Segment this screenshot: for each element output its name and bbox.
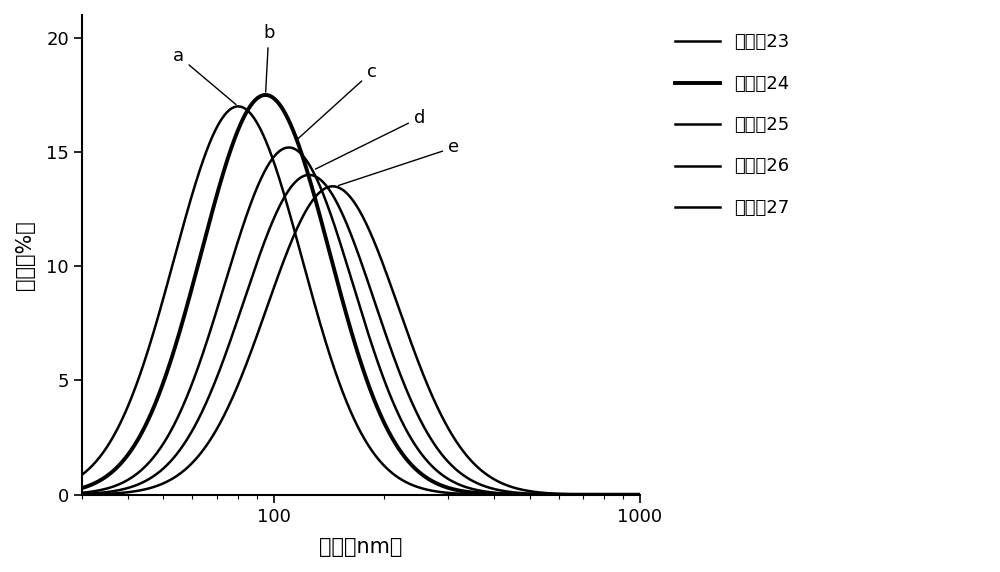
实施例23 [12, 490, 24, 497]
Text: c: c [298, 63, 376, 139]
Y-axis label: 强度（%）: 强度（%） [15, 220, 35, 290]
实施例23 [232, 103, 244, 110]
Line: 实施例24: 实施例24 [18, 95, 750, 495]
实施例23 [139, 358, 151, 364]
实施例24 [744, 491, 756, 498]
实施例24 [260, 92, 272, 98]
实施例27 [327, 183, 339, 190]
实施例23 [95, 452, 107, 459]
实施例26 [139, 478, 151, 485]
实施例27 [324, 183, 336, 190]
实施例26 [12, 491, 24, 498]
实施例24 [12, 491, 24, 498]
实施例27 [730, 491, 742, 498]
Text: e: e [339, 138, 459, 185]
实施例25 [744, 491, 756, 498]
实施例26 [325, 188, 337, 195]
实施例23 [293, 243, 305, 250]
实施例26 [651, 491, 663, 498]
实施例24 [325, 252, 337, 259]
实施例27 [12, 491, 24, 498]
实施例25 [95, 486, 107, 493]
实施例25 [651, 491, 663, 498]
实施例25 [12, 491, 24, 498]
实施例27 [139, 486, 151, 493]
Text: d: d [315, 109, 425, 169]
实施例24 [293, 142, 305, 149]
实施例25 [293, 148, 305, 155]
实施例23 [744, 491, 756, 498]
实施例24 [95, 476, 107, 483]
Line: 实施例27: 实施例27 [18, 186, 750, 495]
实施例27 [293, 222, 305, 229]
Text: b: b [263, 24, 275, 92]
实施例24 [139, 424, 151, 431]
实施例26 [95, 489, 107, 496]
Line: 实施例23: 实施例23 [18, 106, 750, 495]
X-axis label: 粒径（nm）: 粒径（nm） [319, 537, 403, 557]
实施例26 [744, 491, 756, 498]
实施例27 [651, 491, 663, 498]
实施例23 [325, 354, 337, 361]
Legend: 实施例23, 实施例24, 实施例25, 实施例26, 实施例27: 实施例23, 实施例24, 实施例25, 实施例26, 实施例27 [666, 24, 798, 226]
实施例25 [730, 491, 742, 498]
实施例26 [293, 176, 305, 182]
实施例25 [283, 144, 295, 151]
Line: 实施例25: 实施例25 [18, 148, 750, 495]
实施例23 [730, 491, 742, 498]
实施例25 [325, 210, 337, 217]
实施例26 [730, 491, 742, 498]
实施例24 [730, 491, 742, 498]
实施例26 [303, 172, 315, 178]
实施例23 [651, 491, 663, 498]
实施例25 [139, 463, 151, 470]
Text: a: a [173, 47, 236, 105]
Line: 实施例26: 实施例26 [18, 175, 750, 495]
实施例24 [651, 491, 663, 498]
实施例27 [744, 491, 756, 498]
实施例27 [95, 491, 107, 498]
